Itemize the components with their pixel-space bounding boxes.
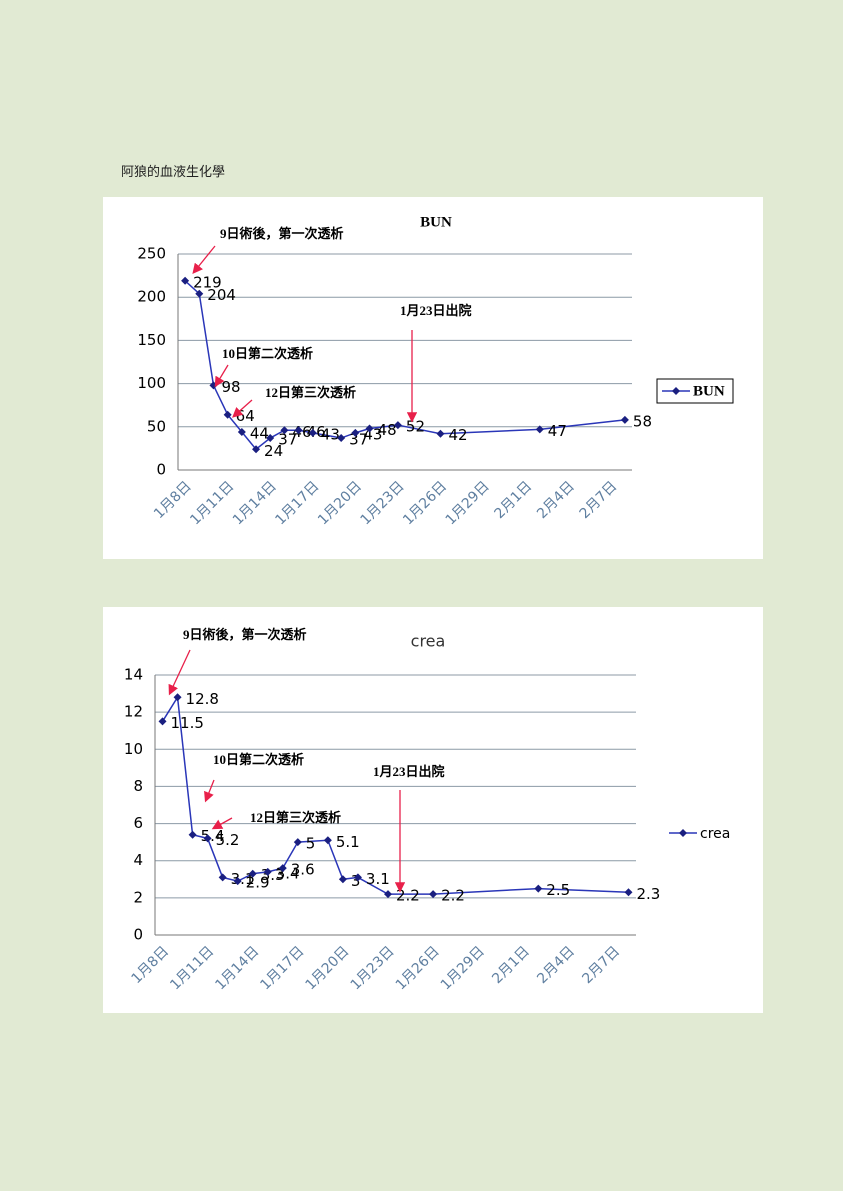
data-label: 2.5 [546, 881, 570, 899]
data-label: 48 [378, 421, 397, 439]
annotation: 10日第二次透析 [222, 346, 313, 361]
marker [203, 834, 212, 843]
marker [266, 434, 275, 443]
data-label: 52 [406, 418, 425, 436]
marker [534, 884, 543, 893]
marker [620, 415, 629, 424]
y-tick-label: 100 [137, 374, 166, 392]
marker [263, 867, 272, 876]
y-tick-label: 8 [133, 777, 143, 795]
marker [294, 426, 303, 435]
data-label: 219 [193, 273, 222, 291]
annotation-arrow [232, 399, 253, 418]
data-label: 58 [633, 412, 652, 430]
data-label: 2.9 [246, 874, 270, 892]
marker [338, 875, 347, 884]
marker [535, 425, 544, 434]
data-label: 64 [236, 407, 255, 425]
marker [393, 421, 402, 430]
marker [252, 445, 261, 454]
marker [181, 276, 190, 285]
data-label: 3 [351, 872, 361, 890]
marker [158, 717, 167, 726]
marker [233, 877, 242, 886]
marker [365, 424, 374, 433]
y-tick-label: 0 [156, 461, 166, 479]
marker [188, 830, 197, 839]
marker [436, 429, 445, 438]
data-label: 47 [548, 422, 567, 440]
marker [278, 864, 287, 873]
marker [248, 869, 257, 878]
annotation: 1月23日出院 [400, 303, 472, 318]
y-tick-label: 10 [124, 740, 143, 758]
y-tick-label: 14 [124, 666, 143, 684]
y-tick-label: 250 [137, 245, 166, 263]
data-label: 3.6 [291, 861, 315, 879]
annotation-arrow [204, 779, 215, 803]
data-label: 5.1 [336, 833, 360, 851]
data-label: 12.8 [186, 690, 219, 708]
data-label: 46 [307, 423, 326, 441]
annotation-arrow [192, 245, 216, 275]
data-label: 44 [250, 424, 269, 442]
marker [323, 836, 332, 845]
chart-title: BUN [420, 214, 452, 230]
y-tick-label: 50 [147, 417, 166, 435]
annotation: 1月23日出院 [373, 764, 445, 779]
marker [237, 427, 246, 436]
data-label: 46 [292, 423, 311, 441]
marker [624, 888, 633, 897]
data-label: 5 [306, 835, 316, 853]
legend-label: crea [700, 826, 730, 842]
data-label: 11.5 [171, 714, 204, 732]
marker [351, 428, 360, 437]
marker [308, 428, 317, 437]
data-label: 37 [278, 431, 297, 449]
marker [195, 289, 204, 298]
data-label: 3.1 [366, 870, 390, 888]
data-label: 2.2 [441, 887, 465, 905]
annotation: 12日第三次透析 [265, 385, 356, 400]
marker [353, 873, 362, 882]
y-tick-label: 6 [133, 814, 143, 832]
marker [280, 426, 289, 435]
data-label: 5.2 [216, 831, 240, 849]
marker [223, 410, 232, 419]
data-label: 24 [264, 442, 283, 460]
heading: 阿狼的血液生化學 [121, 165, 226, 180]
marker [293, 838, 302, 847]
marker [383, 890, 392, 899]
data-label: 42 [448, 426, 467, 444]
chart-title: crea [411, 632, 446, 651]
annotation: 9日術後，第一次透析 [183, 627, 307, 642]
legend-marker [679, 829, 687, 837]
annotation-arrow [211, 817, 233, 830]
legend-marker [672, 387, 680, 395]
data-label: 2.3 [636, 885, 660, 903]
annotation: 9日術後，第一次透析 [220, 226, 344, 241]
y-tick-label: 0 [133, 926, 143, 944]
data-label: 43 [321, 425, 340, 443]
annotation-arrow [214, 364, 229, 388]
y-tick-label: 12 [124, 703, 143, 721]
annotation: 12日第三次透析 [250, 810, 341, 825]
data-label: 98 [221, 378, 240, 396]
y-tick-label: 150 [137, 331, 166, 349]
legend-label: BUN [693, 383, 725, 399]
annotation-arrow [168, 649, 191, 696]
marker [429, 890, 438, 899]
data-label: 204 [207, 286, 236, 304]
annotation: 10日第二次透析 [213, 752, 304, 767]
marker [218, 873, 227, 882]
y-tick-label: 4 [133, 851, 143, 869]
y-tick-label: 200 [137, 288, 166, 306]
marker [337, 434, 346, 443]
y-tick-label: 2 [133, 888, 143, 906]
